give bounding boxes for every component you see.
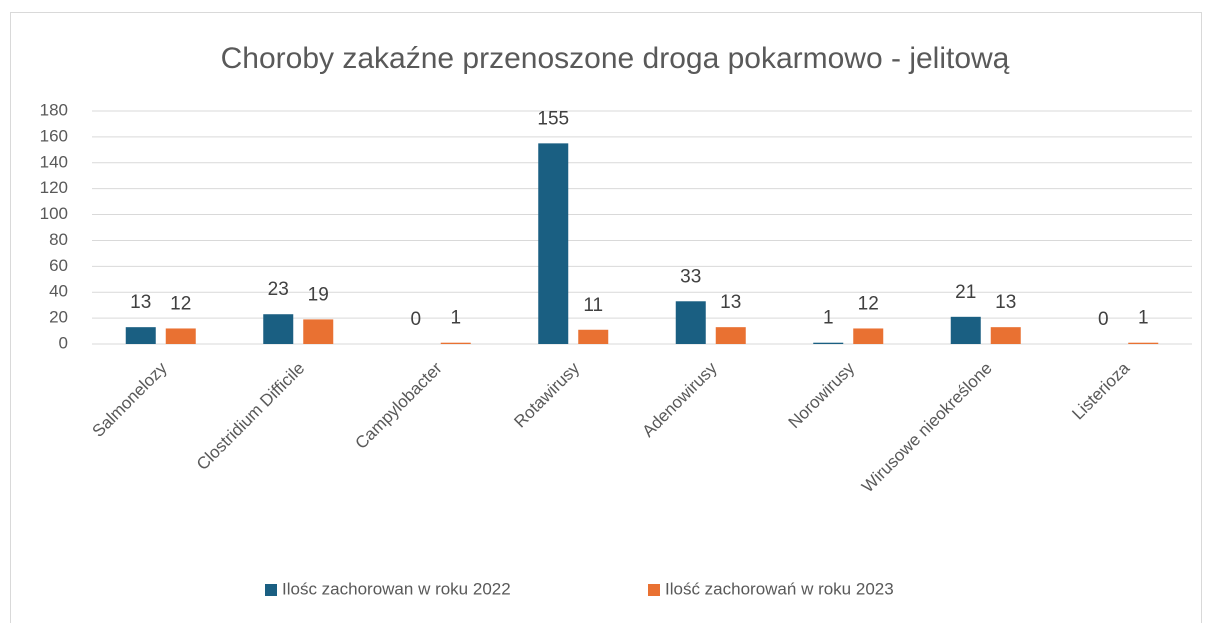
y-tick-label: 80 xyxy=(49,230,68,249)
x-tick-label: Salmonelozy xyxy=(88,358,171,441)
data-label: 23 xyxy=(268,279,289,300)
x-tick-label: Rotawirusy xyxy=(510,358,583,431)
bar xyxy=(263,314,294,344)
data-label: 13 xyxy=(720,292,741,313)
data-label: 11 xyxy=(583,295,603,316)
data-label: 0 xyxy=(1098,309,1109,330)
bar xyxy=(715,327,746,344)
x-tick-label: Adenowirusy xyxy=(638,358,721,441)
y-tick-label: 180 xyxy=(40,100,68,119)
x-tick-label: Norowirusy xyxy=(785,358,859,432)
bar xyxy=(990,327,1021,344)
bar xyxy=(675,301,706,344)
x-tick-label: Wirusowe nieokreślone xyxy=(858,359,996,497)
data-label: 1 xyxy=(1138,308,1149,329)
legend-swatch xyxy=(265,584,277,596)
bar xyxy=(853,328,884,344)
data-label: 21 xyxy=(955,282,976,303)
chart-border xyxy=(10,12,1202,623)
chart-title: Choroby zakaźne przenoszone droga pokarm… xyxy=(221,42,1010,75)
data-label: 1 xyxy=(450,308,461,329)
legend-swatch xyxy=(648,584,660,596)
data-label: 1 xyxy=(823,308,834,329)
y-tick-label: 120 xyxy=(40,178,68,197)
bar xyxy=(813,342,844,344)
y-tick-label: 20 xyxy=(49,308,68,327)
y-tick-label: 40 xyxy=(49,282,68,301)
bar xyxy=(440,342,471,344)
y-tick-label: 60 xyxy=(49,256,68,275)
bar xyxy=(578,329,609,344)
bar xyxy=(165,328,196,344)
legend-label: Ilośc zachorowan w roku 2022 xyxy=(282,579,511,598)
bar xyxy=(538,143,569,344)
y-tick-label: 0 xyxy=(59,333,68,352)
data-label: 33 xyxy=(680,266,701,287)
legend-label: Ilość zachorowań w roku 2023 xyxy=(665,579,894,598)
x-tick-label: Campylobacter xyxy=(351,358,446,453)
data-label: 155 xyxy=(537,108,569,129)
x-tick-label: Listerioza xyxy=(1068,358,1133,423)
y-tick-label: 140 xyxy=(40,152,68,171)
bar xyxy=(303,319,334,344)
data-label: 19 xyxy=(308,284,329,305)
data-label: 13 xyxy=(130,292,151,313)
x-tick-label: Clostridium Difficile xyxy=(193,359,308,474)
data-label: 12 xyxy=(858,293,879,314)
y-tick-label: 160 xyxy=(40,126,68,145)
data-label: 13 xyxy=(995,292,1016,313)
y-tick-label: 100 xyxy=(40,204,68,223)
bar xyxy=(125,327,156,344)
data-label: 12 xyxy=(170,293,191,314)
data-label: 0 xyxy=(410,309,421,330)
bar xyxy=(1128,342,1159,344)
bar xyxy=(950,316,981,344)
